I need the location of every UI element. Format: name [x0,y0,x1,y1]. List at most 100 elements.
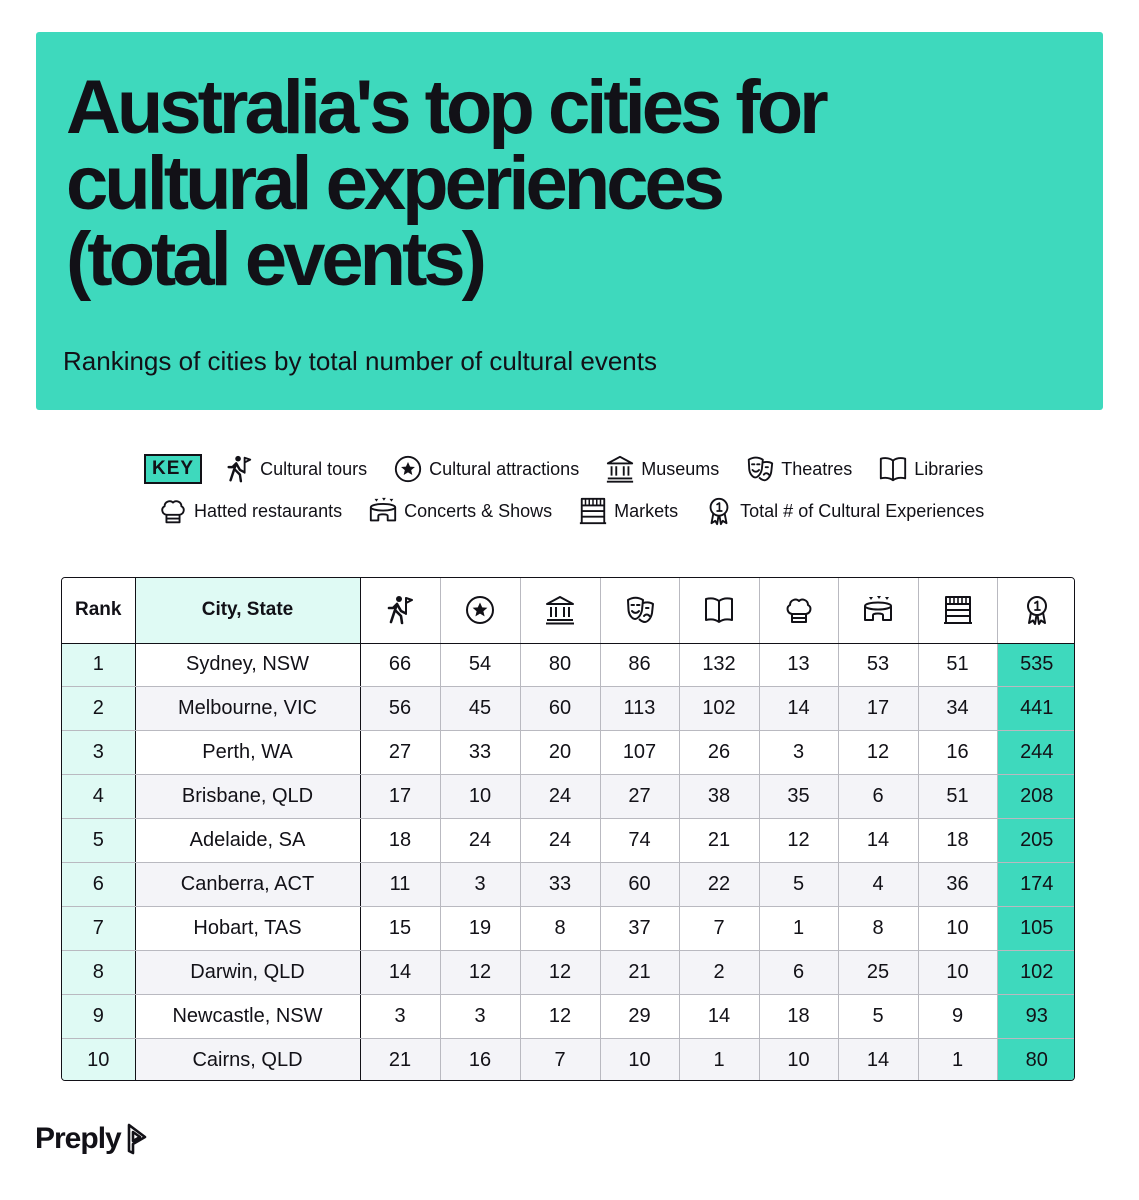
value-cell: 11 [360,862,441,907]
cultural-tours-icon [384,594,416,626]
value-cell: 1 [679,1038,760,1080]
museums-icon [605,454,635,484]
value-cell: 12 [440,950,521,995]
cultural-tours-icon [224,454,254,484]
total-cell: 244 [997,730,1074,776]
rank-cell: 5 [62,818,136,863]
col-header-total [997,578,1074,644]
legend-item-total: Total # of Cultural Experiences [704,496,984,526]
value-cell: 10 [600,1038,680,1080]
value-cell: 29 [600,994,680,1039]
value-cell: 24 [520,818,601,863]
value-cell: 51 [918,774,998,820]
title-line-1: Australia's top cities for [66,65,829,150]
table-row: 6 Canberra, ACT 11 3 33 60 22 5 4 36 174 [62,862,1074,907]
value-cell: 5 [759,862,839,907]
table-header-row: Rank City, State [62,578,1074,644]
city-cell: Sydney, NSW [135,643,361,688]
rank-cell: 4 [62,774,136,820]
legend-label: Cultural attractions [429,458,580,479]
legend-row-2: Hatted restaurants Concerts & Shows Mark… [158,496,1010,526]
value-cell: 74 [600,818,680,863]
legend-item-libraries: Libraries [878,454,983,484]
city-cell: Canberra, ACT [135,862,361,907]
value-cell: 53 [838,643,919,688]
hatted-restaurants-icon [158,496,188,526]
rank-cell: 7 [62,906,136,951]
value-cell: 10 [918,906,998,951]
value-cell: 6 [838,774,919,820]
value-cell: 86 [600,643,680,688]
total-cell: 105 [997,906,1074,951]
legend-item-theatres: Theatres [745,454,852,484]
col-header-museums [520,578,601,644]
col-header-cultural-tours [360,578,441,644]
value-cell: 5 [838,994,919,1039]
city-cell: Newcastle, NSW [135,994,361,1039]
total-cell: 205 [997,818,1074,863]
rank-cell: 6 [62,862,136,907]
value-cell: 3 [759,730,839,776]
total-icon [704,496,734,526]
city-cell: Perth, WA [135,730,361,776]
value-cell: 24 [440,818,521,863]
col-header-cultural-attractions [440,578,521,644]
value-cell: 3 [440,862,521,907]
value-cell: 102 [679,686,760,732]
total-icon [1021,594,1053,626]
rankings-table: Rank City, State 1 Sydney, NSW 66 54 80 86 132… [61,577,1075,1081]
value-cell: 24 [520,774,601,820]
total-cell: 441 [997,686,1074,732]
value-cell: 21 [679,818,760,863]
table-row: 1 Sydney, NSW 66 54 80 86 132 13 53 51 535 [62,643,1074,688]
city-cell: Brisbane, QLD [135,774,361,820]
rank-cell: 10 [62,1038,136,1080]
value-cell: 1 [759,906,839,951]
rank-header: Rank [62,578,136,644]
total-cell: 80 [997,1038,1074,1080]
legend-label: Cultural tours [260,458,368,479]
total-cell: 535 [997,643,1074,688]
value-cell: 1 [918,1038,998,1080]
value-cell: 80 [520,643,601,688]
value-cell: 20 [520,730,601,776]
value-cell: 16 [440,1038,521,1080]
hatted-restaurants-icon [783,594,815,626]
value-cell: 14 [759,686,839,732]
city-header: City, State [135,578,361,644]
table-row: 9 Newcastle, NSW 3 3 12 29 14 18 5 9 93 [62,994,1074,1039]
title-banner: Australia's top cities for cultural expe… [36,32,1103,410]
value-cell: 45 [440,686,521,732]
col-header-libraries [679,578,760,644]
col-header-hatted-restaurants [759,578,839,644]
title-line-3: (total events) [66,217,487,302]
value-cell: 16 [918,730,998,776]
legend-item-concerts-shows: Concerts & Shows [368,496,552,526]
value-cell: 14 [360,950,441,995]
value-cell: 21 [360,1038,441,1080]
key-badge: KEY [144,454,203,484]
value-cell: 3 [440,994,521,1039]
value-cell: 3 [360,994,441,1039]
col-header-theatres [600,578,680,644]
table-body: 1 Sydney, NSW 66 54 80 86 132 13 53 51 535 2 Melbour… [62,643,1074,1080]
rank-cell: 8 [62,950,136,995]
value-cell: 27 [600,774,680,820]
legend-label: Markets [614,500,679,521]
value-cell: 7 [679,906,760,951]
value-cell: 22 [679,862,760,907]
legend-label: Libraries [914,458,984,479]
value-cell: 8 [520,906,601,951]
value-cell: 27 [360,730,441,776]
value-cell: 132 [679,643,760,688]
value-cell: 54 [440,643,521,688]
value-cell: 4 [838,862,919,907]
value-cell: 14 [838,818,919,863]
city-cell: Cairns, QLD [135,1038,361,1080]
legend-row-1: KEY Cultural tours Cultural attractions … [144,454,1009,484]
city-cell: Darwin, QLD [135,950,361,995]
total-cell: 102 [997,950,1074,995]
preply-logo: Preply [35,1122,150,1156]
total-cell: 174 [997,862,1074,907]
concerts-shows-icon [368,496,398,526]
